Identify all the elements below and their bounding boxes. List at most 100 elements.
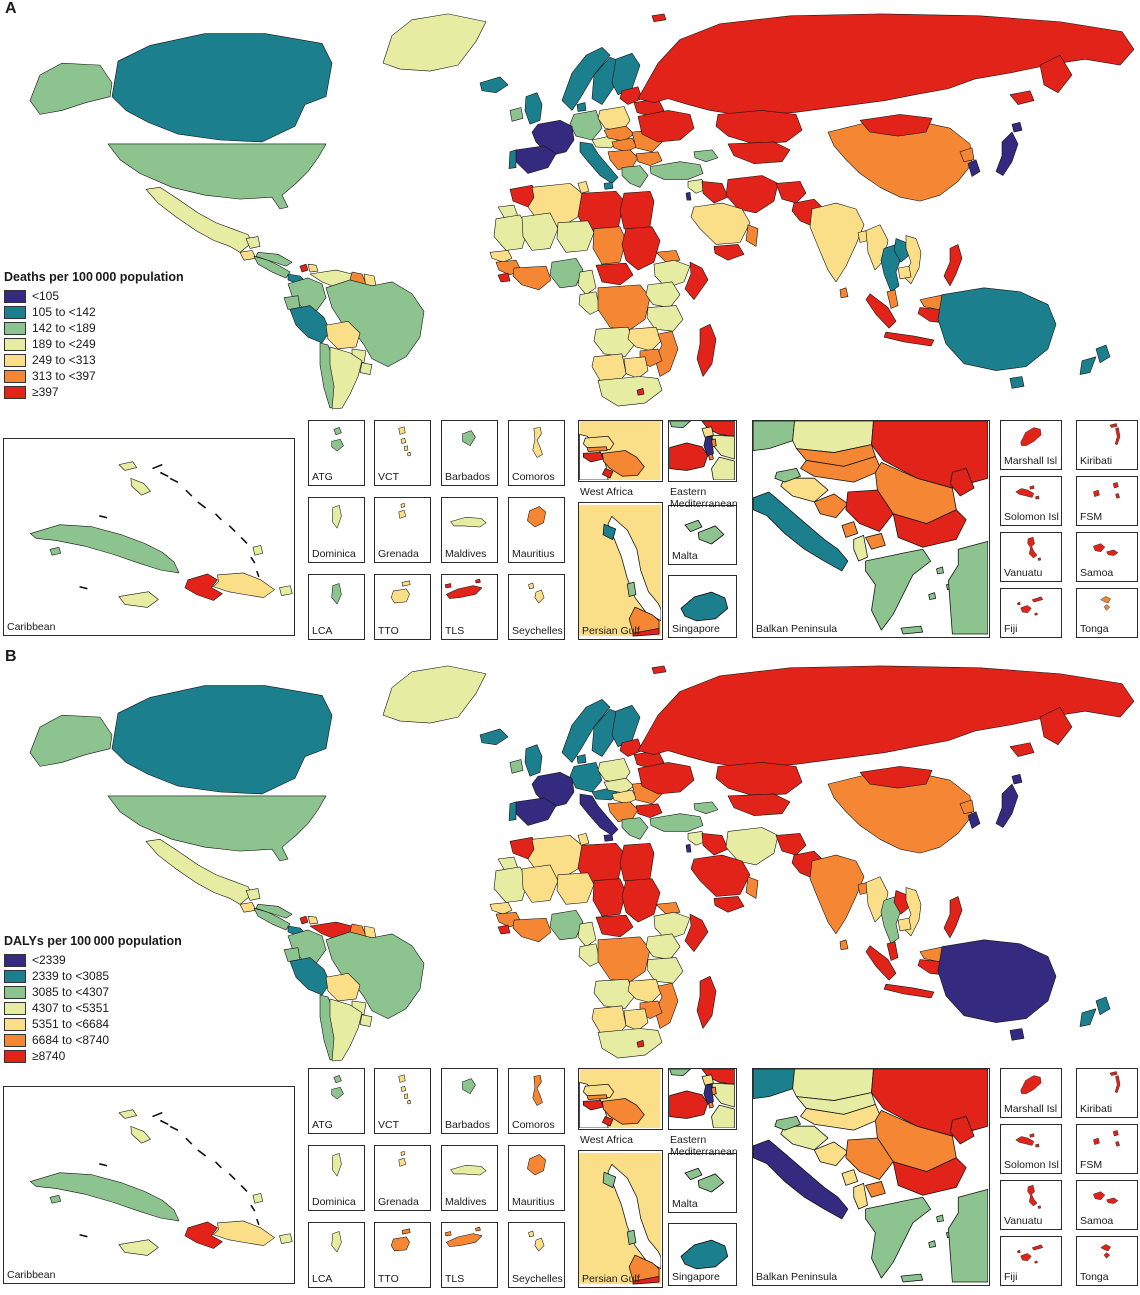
portugal [508, 801, 517, 821]
srilanka [839, 287, 849, 298]
cameroon [577, 921, 597, 948]
mozambique [654, 330, 679, 377]
tto-island [390, 1236, 410, 1252]
fiji-island [1031, 1244, 1044, 1251]
legend-swatch [4, 289, 26, 303]
legend-b-title: DALYs per 100 000 population [4, 934, 182, 948]
cameroon [577, 269, 597, 296]
inset-fsm: FSM [1076, 1124, 1138, 1174]
greece [621, 165, 649, 188]
centralasia [727, 793, 791, 816]
pg-red_strip [632, 627, 660, 637]
inset-mauritius: Mauritius [508, 497, 565, 563]
sicily [603, 182, 614, 190]
inset-label: Malta [672, 1198, 698, 1210]
em-turkey [669, 421, 691, 429]
legend-swatch [4, 1049, 26, 1063]
niger [556, 872, 595, 905]
small-island-mark [79, 585, 88, 590]
inset-label: Singapore [672, 623, 720, 635]
balkan-turkey [948, 540, 988, 635]
seychelles-island [528, 1230, 535, 1238]
inset-eastern-mediterranean [668, 1068, 737, 1130]
inset-dominica: Dominica [308, 1145, 365, 1211]
inset-label: West Africa [580, 1134, 633, 1146]
maldives-island [450, 517, 487, 528]
iran [725, 175, 779, 214]
maldives-island [450, 1165, 487, 1176]
carib-islejuv [49, 1195, 62, 1204]
small-island-mark [256, 570, 260, 578]
argentina [329, 998, 363, 1062]
inset-label: Kiribati [1080, 1103, 1113, 1115]
legend-swatch [4, 369, 26, 383]
iceland [479, 728, 509, 746]
caucasus [693, 149, 719, 162]
em-jordan [712, 1082, 735, 1108]
em-lebanon [701, 426, 714, 438]
tls-island [444, 583, 452, 589]
sumatra [865, 945, 897, 981]
insets-b: Caribbean ATG VCT Barbados Comoros Dominica Gr… [0, 1066, 1140, 1290]
em-egypt [669, 1090, 709, 1119]
inset-label: Eastern [670, 1134, 707, 1146]
inset-marshall: Marshall Isl [1000, 420, 1062, 470]
inset-label: Comoros [512, 471, 555, 483]
small-island-mark [99, 515, 108, 519]
dominica-island [331, 505, 342, 529]
pg-qatar [626, 1229, 637, 1245]
inset-label: Malta [672, 550, 698, 562]
lesotho [636, 388, 645, 396]
inset-label: Maldives [445, 1196, 487, 1208]
carib-haiti [184, 573, 223, 601]
legend-class: 5351 to <6684 [4, 1016, 182, 1032]
grenada-island [400, 1150, 405, 1156]
legend-swatch [4, 321, 26, 335]
inset-label: Tonga [1080, 1271, 1109, 1283]
inset-atg: ATG [308, 420, 365, 486]
inset-label: LCA [312, 625, 333, 637]
oman [745, 224, 759, 247]
laos [893, 238, 910, 263]
norway [561, 699, 611, 763]
inset-vct: VCT [374, 420, 431, 486]
vct-island [400, 1085, 407, 1092]
car [595, 262, 634, 286]
levant [687, 831, 707, 846]
vct-island [403, 1093, 409, 1099]
small-island-mark [240, 536, 248, 544]
inset-label: Grenada [378, 1196, 419, 1208]
inset-fiji: Fiji [1000, 1236, 1062, 1286]
balkan-italy [753, 1139, 849, 1220]
malta-island [684, 1167, 703, 1181]
inset-label: Caribbean [7, 621, 56, 633]
seychelles-island [534, 589, 545, 604]
sierraleone [497, 272, 511, 283]
spain [515, 145, 557, 174]
small-island-mark [79, 1233, 88, 1238]
balkan-greece [900, 1273, 924, 1283]
alaska [29, 62, 113, 115]
carib-bahamas [118, 1109, 137, 1119]
em-palestine [708, 1101, 714, 1109]
congo [578, 291, 601, 315]
bulgaria [635, 803, 663, 818]
carib-cuba [30, 524, 180, 574]
mozambique [654, 982, 679, 1029]
inset-maldives: Maldives [441, 497, 498, 563]
balkan-greece [936, 566, 944, 575]
em-lebanon [701, 1074, 714, 1086]
inset-grenada: Grenada [374, 497, 431, 563]
inset-label: Dominica [312, 1196, 356, 1208]
inset-tls: TLS [441, 574, 498, 640]
fsm-island [1112, 482, 1119, 489]
domrep [307, 915, 319, 925]
tto-island [401, 1228, 411, 1235]
balkan-croatia [780, 477, 829, 503]
peru [289, 957, 331, 996]
atg-island [331, 438, 344, 452]
em-egypt [669, 442, 709, 471]
niger [556, 220, 595, 253]
inset-label: FSM [1080, 511, 1103, 523]
germany [569, 762, 603, 793]
